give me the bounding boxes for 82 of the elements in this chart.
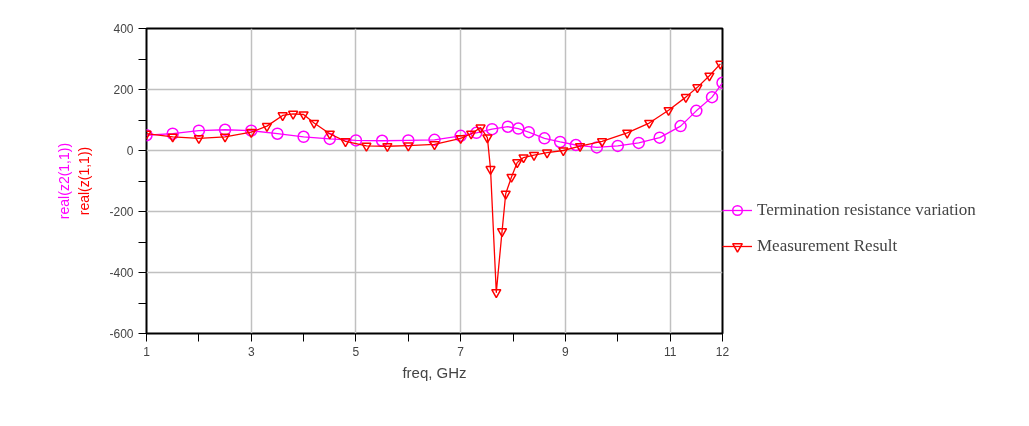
point xyxy=(245,128,257,139)
point xyxy=(455,134,466,145)
point xyxy=(308,119,320,129)
point xyxy=(482,134,493,144)
point xyxy=(271,127,284,140)
point xyxy=(340,138,351,148)
point xyxy=(485,122,499,136)
point xyxy=(705,90,719,104)
point xyxy=(166,127,179,140)
legend-label: Termination resistance variation xyxy=(757,200,976,220)
point xyxy=(261,122,273,133)
point xyxy=(193,134,205,145)
point xyxy=(643,119,655,129)
point xyxy=(218,123,232,136)
point xyxy=(538,132,551,145)
point xyxy=(611,139,625,153)
x-axis-title: freq, GHz xyxy=(402,363,467,381)
point xyxy=(501,120,515,133)
y-tick-label: 200 xyxy=(113,83,134,97)
x-tick-label: 5 xyxy=(352,344,360,359)
point xyxy=(297,130,310,144)
point xyxy=(496,227,508,238)
y-tick-label: 400 xyxy=(113,22,134,36)
point xyxy=(674,119,687,133)
point xyxy=(219,133,231,143)
point xyxy=(244,124,258,137)
point xyxy=(522,125,535,139)
x-tick-label: 1 xyxy=(143,344,151,359)
point xyxy=(558,147,569,157)
x-tick-label: 3 xyxy=(247,344,255,359)
point xyxy=(375,134,389,147)
point xyxy=(632,136,645,150)
point xyxy=(485,165,496,176)
point xyxy=(491,288,502,299)
point xyxy=(541,149,553,159)
point xyxy=(692,84,703,94)
point xyxy=(429,141,440,151)
point xyxy=(518,154,529,164)
point xyxy=(324,130,336,140)
text: real(z(1,1)) xyxy=(76,146,93,216)
point xyxy=(403,142,414,152)
point xyxy=(298,111,309,121)
point xyxy=(167,133,178,143)
point xyxy=(475,124,486,134)
point xyxy=(506,173,517,183)
point xyxy=(500,190,511,200)
point xyxy=(653,131,666,144)
point xyxy=(470,126,483,140)
point xyxy=(454,129,467,143)
point xyxy=(361,142,372,152)
legend-label: Measurement Result xyxy=(757,236,898,256)
point xyxy=(277,112,288,122)
point xyxy=(192,124,206,137)
point xyxy=(574,142,586,153)
y-axis-title: real(z2(1,1)) xyxy=(55,142,72,220)
point xyxy=(511,159,523,169)
y-tick-label: -600 xyxy=(109,327,134,341)
point xyxy=(323,132,337,146)
point xyxy=(690,104,703,118)
point xyxy=(349,134,363,147)
point xyxy=(621,129,633,139)
y-tick-label: -200 xyxy=(109,205,134,219)
point xyxy=(590,141,604,154)
point xyxy=(553,135,567,149)
x-tick-label: 7 xyxy=(457,344,465,359)
point xyxy=(704,72,715,82)
point xyxy=(512,122,525,135)
point xyxy=(428,133,441,147)
y-tick-label: -400 xyxy=(109,266,134,280)
point xyxy=(569,138,583,152)
point xyxy=(528,151,540,162)
x-tick-label: 11 xyxy=(663,344,677,359)
point xyxy=(465,130,477,140)
point xyxy=(663,106,674,117)
point xyxy=(287,110,299,120)
point xyxy=(382,142,393,153)
point xyxy=(680,93,692,104)
y-tick-label: 0 xyxy=(126,144,134,158)
point xyxy=(402,134,415,147)
x-tick-label: 12 xyxy=(715,344,730,359)
point xyxy=(596,138,608,148)
x-tick-label: 9 xyxy=(562,344,570,359)
